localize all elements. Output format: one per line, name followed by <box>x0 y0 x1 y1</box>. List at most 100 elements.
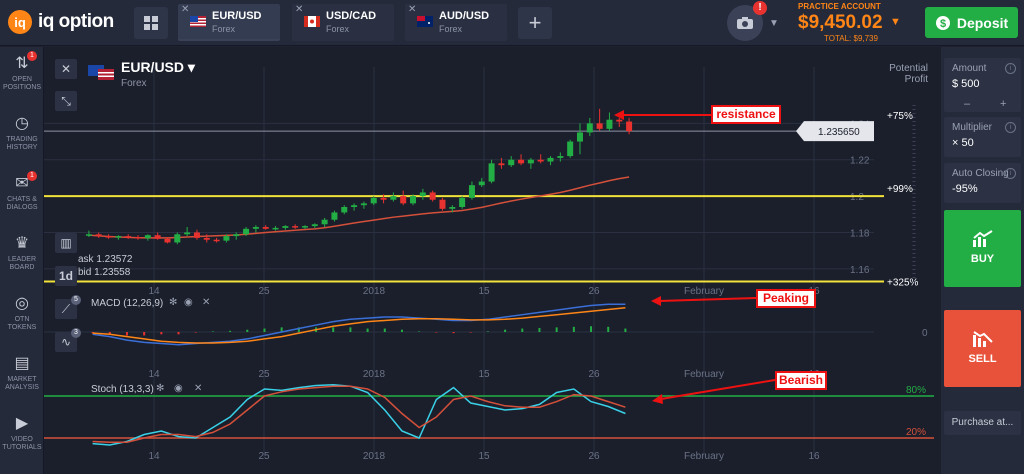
top-bar: iq iq option ✕ EUR/USD Forex ✕ USD/CAD F… <box>0 0 1024 46</box>
autoclose-value[interactable]: -95% <box>952 183 978 195</box>
indicator-icon: ∿ <box>60 335 72 349</box>
chart-area[interactable]: 1.241.221.21.181.161.235650+75%+99%+325%… <box>44 47 941 474</box>
deposit-label: Deposit <box>956 14 1009 31</box>
candle <box>223 236 230 241</box>
info-icon[interactable]: i <box>1005 168 1016 179</box>
candle <box>488 163 495 182</box>
asset-sub: Forex <box>121 78 147 89</box>
candle <box>154 235 161 239</box>
candle <box>390 196 397 200</box>
info-icon[interactable]: i <box>1005 122 1016 133</box>
bearish-annotation: Bearish <box>775 371 827 390</box>
macd-histogram-bar <box>383 328 386 332</box>
info-icon[interactable]: i <box>1005 63 1016 74</box>
sidebar-item-label: CHATS & DIALOGS <box>6 196 38 211</box>
macd-histogram-bar <box>486 331 489 332</box>
candle <box>537 159 544 162</box>
amount-box[interactable]: Amount i $ 500 – + <box>944 58 1021 112</box>
fullscreen-button[interactable]: ⤡ <box>55 91 77 111</box>
stoch-upper-label: 80% <box>906 385 926 396</box>
balance-value: $9,450.02 <box>798 12 883 33</box>
sidebar-item-label: VIDEO TUTORIALS <box>2 436 42 451</box>
sidebar-item-chats[interactable]: ✉ 1 CHATS & DIALOGS <box>0 171 44 212</box>
amount-minus-button[interactable]: – <box>964 98 971 110</box>
eye-icon[interactable]: ◉ <box>174 383 183 394</box>
tab-usdcad[interactable]: ✕ USD/CAD Forex <box>292 4 394 41</box>
time-tick: 14 <box>148 286 160 297</box>
amount-value[interactable]: $ 500 <box>952 78 980 90</box>
screenshot-button[interactable]: ! <box>727 1 767 41</box>
peaking-arrowhead <box>651 296 661 306</box>
multiplier-value[interactable]: × 50 <box>952 137 974 149</box>
time-tick: 15 <box>478 369 490 380</box>
candle <box>567 141 574 157</box>
macd-histogram-bar <box>108 332 111 335</box>
sidebar-item-leader[interactable]: ♛ LEADER BOARD <box>0 235 44 272</box>
candle <box>576 132 583 142</box>
drawing-tools-button[interactable]: ⟋ <box>55 299 77 319</box>
candle <box>193 232 200 238</box>
sidebar-item-otn[interactable]: ◎ OTN TOKENS <box>0 295 44 332</box>
tab-audusd[interactable]: ✕ AUD/USD Forex <box>405 4 507 41</box>
close-icon[interactable]: ✕ <box>194 383 203 394</box>
close-chart-button[interactable]: ✕ <box>55 59 77 79</box>
settings-icon[interactable]: ✻ <box>156 383 165 394</box>
candle <box>233 234 240 237</box>
time-tick: 15 <box>478 286 490 297</box>
candle <box>135 237 142 239</box>
sidebar-item-open[interactable]: ⇅ 1 OPEN POSITIONS <box>0 51 44 92</box>
candle <box>341 207 348 213</box>
macd-histogram-bar <box>624 328 627 332</box>
autoclose-box[interactable]: Auto Closing i -95% <box>944 163 1021 203</box>
sidebar-item-label: MARKET ANALYSIS <box>5 376 39 391</box>
left-sidebar: ⇅ 1 OPEN POSITIONS ◷ TRADING HISTORY ✉ 1 CHATS … <box>0 47 44 474</box>
updown-arrows-icon: ⇅ 1 <box>13 51 37 73</box>
account-balance[interactable]: PRACTICE ACCOUNT $9,450.02 TOTAL: $9,739… <box>798 2 902 44</box>
deposit-button[interactable]: $ Deposit <box>925 7 1018 38</box>
time-tick: 26 <box>588 451 600 462</box>
asset-name[interactable]: EUR/USD ▾ <box>121 59 195 75</box>
add-tab-button[interactable]: + <box>518 7 552 39</box>
resistance-arrowhead <box>614 110 624 120</box>
candle <box>449 207 456 209</box>
candle <box>95 234 102 237</box>
chart-type-button[interactable]: ▥ <box>55 233 77 253</box>
logo-text: iq option <box>38 11 114 32</box>
logo[interactable]: iq iq option <box>8 8 118 36</box>
sidebar-item-trading[interactable]: ◷ TRADING HISTORY <box>0 115 44 152</box>
purchase-at-button[interactable]: Purchase at... <box>944 411 1021 435</box>
eye-icon[interactable]: ◉ <box>184 297 193 308</box>
macd-histogram-bar <box>590 326 593 332</box>
candle <box>243 228 250 235</box>
close-tab-icon[interactable]: ✕ <box>181 4 190 15</box>
close-icon[interactable]: ✕ <box>202 297 211 308</box>
buy-button[interactable]: BUY <box>944 210 1021 287</box>
timeframe-button[interactable]: 1d <box>55 266 77 286</box>
history-clock-icon: ◷ <box>15 115 29 132</box>
close-tab-icon[interactable]: ✕ <box>295 4 304 15</box>
candle <box>125 236 132 238</box>
stoch-label: Stoch (13,3,3) <box>91 384 154 395</box>
sidebar-item-video[interactable]: ▶ VIDEO TUTORIALS <box>0 415 44 452</box>
macd-histogram-bar <box>143 332 146 336</box>
chevron-down-icon[interactable]: ▼ <box>769 18 779 29</box>
amount-plus-button[interactable]: + <box>1000 98 1007 110</box>
settings-icon[interactable]: ✻ <box>169 297 178 308</box>
asset-grid-button[interactable] <box>134 7 168 39</box>
time-tick: 2018 <box>363 369 386 380</box>
candle <box>115 236 122 238</box>
candle <box>282 226 289 228</box>
candle <box>184 232 191 235</box>
candle <box>272 227 279 230</box>
chevron-down-icon: ▼ <box>890 16 901 28</box>
price-tick: 1.22 <box>850 156 870 167</box>
multiplier-box[interactable]: Multiplier i × 50 <box>944 117 1021 157</box>
indicators-button[interactable]: ∿ <box>55 332 77 352</box>
tab-eurusd[interactable]: ✕ EUR/USD Forex <box>178 4 280 41</box>
sell-button[interactable]: SELL <box>944 310 1021 387</box>
sidebar-item-market[interactable]: ▤ MARKET ANALYSIS <box>0 355 44 392</box>
trophy-icon: ♛ <box>14 235 30 252</box>
price-chart[interactable]: 1.241.221.21.181.161.235650+75%+99%+325%… <box>44 47 941 474</box>
time-tick: 25 <box>258 451 270 462</box>
close-tab-icon[interactable]: ✕ <box>408 4 417 15</box>
